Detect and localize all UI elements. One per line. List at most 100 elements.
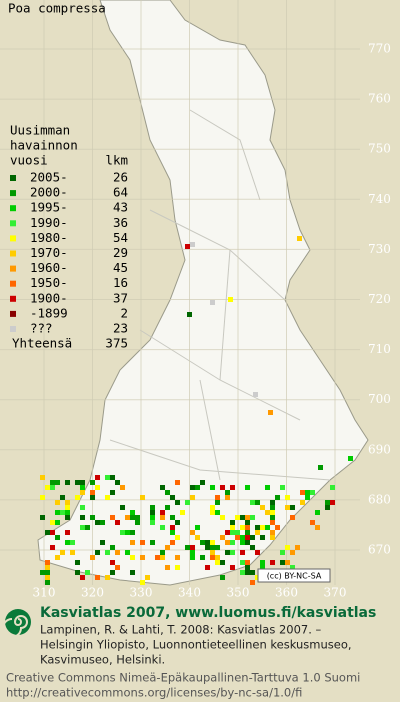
observation [205,545,210,550]
observation [75,560,80,565]
observation [285,560,290,565]
observation [250,535,255,540]
observation [300,490,305,495]
observation [95,520,100,525]
observation [280,560,285,565]
observation [130,555,135,560]
observation [90,555,95,560]
observation [260,535,265,540]
observation [130,570,135,575]
observation [60,495,65,500]
observation [230,540,235,545]
title: Poa compressa [8,1,106,16]
observation [110,545,115,550]
observation [297,236,302,241]
observation [110,515,115,520]
observation [75,480,80,485]
north-label: 700 [368,392,391,406]
observation [110,475,115,480]
observation [185,244,190,249]
observation [125,530,130,535]
observation [170,530,175,535]
observation [45,560,50,565]
legend-label: 1960- [30,260,68,275]
observation [210,485,215,490]
north-label: 720 [368,292,391,306]
observation [90,495,95,500]
observation [215,555,220,560]
observation [225,490,230,495]
observation [190,495,195,500]
observation [55,510,60,515]
observation [285,505,290,510]
observation [175,520,180,525]
map-outline [37,0,369,586]
citation: Lampinen, R. & Lahti, T. 2008: Kasviatla… [40,623,322,637]
legend-label: 1900- [30,290,68,305]
legend-swatch [10,310,16,317]
observation [210,545,215,550]
observation [65,530,70,535]
north-label: 760 [368,92,391,106]
observation [95,550,100,555]
east-label: 350 [227,586,250,600]
north-label: 680 [368,492,391,506]
observation [187,312,192,317]
citation: Kasvimuseo, Helsinki. [40,653,165,667]
observation [45,580,50,585]
observation [55,520,60,525]
observation [70,550,75,555]
observation [120,505,125,510]
observation [265,525,270,530]
license-url: http://creativecommons.org/licenses/by-n… [6,686,302,700]
observation [130,510,135,515]
observation [135,515,140,520]
legend-count: 64 [113,185,128,200]
observation [55,500,60,505]
observation [290,505,295,510]
legend-label: 1970- [30,245,68,260]
east-label: 370 [324,586,347,600]
observation [348,456,353,461]
observation [255,550,260,555]
observation [90,515,95,520]
observation [325,500,330,505]
observation [318,465,323,470]
observation [65,515,70,520]
observation [250,580,255,585]
observation [80,515,85,520]
observation [200,540,205,545]
legend-heading: havainnon [10,138,78,153]
observation [245,535,250,540]
north-label: 750 [368,142,391,156]
legend-count: 23 [113,321,128,336]
observation [75,495,80,500]
observation [80,575,85,580]
observation [140,580,145,585]
legend-count: 26 [113,170,128,185]
observation [230,485,235,490]
observation [110,570,115,575]
east-label: 320 [81,586,104,600]
observation [100,520,105,525]
observation [250,500,255,505]
observation [305,495,310,500]
observation [170,540,175,545]
north-label: 730 [368,242,391,256]
observation [125,515,130,520]
observation [190,550,195,555]
observation [270,510,275,515]
observation [270,535,275,540]
observation [270,530,275,535]
observation [260,565,265,570]
observation [70,540,75,545]
observation [75,570,80,575]
observation [220,575,225,580]
observation [50,520,55,525]
observation [310,520,315,525]
observation [160,525,165,530]
observation [150,540,155,545]
observation [265,485,270,490]
observation [270,515,275,520]
observation [140,540,145,545]
